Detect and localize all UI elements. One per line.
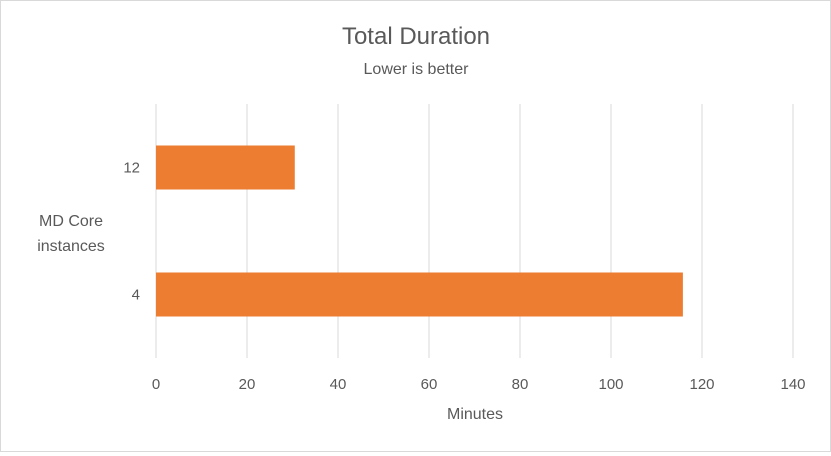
chart-subtitle: Lower is better <box>364 61 470 78</box>
x-tick-label-60: 60 <box>421 376 438 393</box>
chart-title: Total Duration <box>342 23 490 50</box>
y-axis-title-line-1: MD Core <box>39 213 103 230</box>
y-tick-labels: 12 4 <box>123 160 140 304</box>
bars <box>156 145 683 317</box>
gridlines <box>155 104 794 358</box>
bar-4 <box>156 272 683 317</box>
x-tick-label-80: 80 <box>512 376 529 393</box>
x-tick-label-100: 100 <box>598 376 623 393</box>
x-axis-title: Minutes <box>447 406 503 423</box>
x-tick-label-20: 20 <box>239 376 256 393</box>
x-tick-label-120: 120 <box>689 376 714 393</box>
y-axis-title-line-2: instances <box>37 238 105 255</box>
x-tick-labels: 0 20 40 60 80 100 120 140 <box>152 376 806 393</box>
x-tick-label-140: 140 <box>780 376 805 393</box>
x-tick-label-0: 0 <box>152 376 160 393</box>
y-tick-label-4: 4 <box>132 287 140 304</box>
x-tick-label-40: 40 <box>330 376 347 393</box>
bar-12 <box>156 145 295 190</box>
y-tick-label-12: 12 <box>123 160 140 177</box>
